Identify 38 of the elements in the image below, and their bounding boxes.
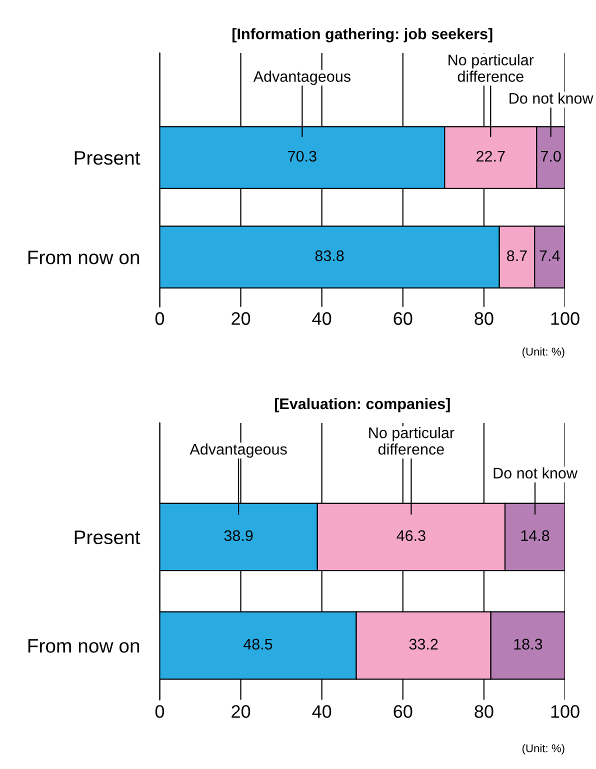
data-label: 83.8 bbox=[315, 250, 344, 262]
text: No particular difference bbox=[369, 426, 454, 455]
data-label: 48.5 bbox=[243, 638, 272, 650]
y-tick-label: From now on bbox=[28, 250, 140, 264]
x-tick-label: 80 bbox=[474, 312, 494, 325]
chart-title: [Information gathering: job seekers] bbox=[232, 28, 492, 42]
data-label: 7.4 bbox=[540, 250, 560, 262]
chart-title: [Evaluation: companies] bbox=[274, 398, 450, 412]
x-tick-label: 0 bbox=[155, 705, 164, 718]
x-tick-label: 40 bbox=[312, 705, 332, 718]
x-tick-label: 20 bbox=[232, 312, 250, 325]
x-tick-label: 100 bbox=[551, 705, 580, 718]
data-label: 7.0 bbox=[540, 150, 561, 162]
y-tick-label: Present bbox=[74, 530, 140, 544]
x-tick-label: 40 bbox=[312, 312, 332, 325]
text: Advantageous bbox=[190, 443, 287, 458]
data-label: 8.7 bbox=[507, 250, 527, 262]
data-label: 33.2 bbox=[409, 638, 438, 650]
x-tick-label: 60 bbox=[394, 312, 412, 325]
data-label: 14.8 bbox=[521, 530, 550, 542]
data-label: 18.3 bbox=[514, 638, 542, 650]
data-label: 46.3 bbox=[396, 530, 426, 542]
data-label: 38.9 bbox=[224, 530, 253, 542]
text: No particular difference bbox=[448, 54, 534, 82]
x-tick-label: 80 bbox=[474, 705, 494, 718]
data-label: 70.3 bbox=[288, 150, 316, 162]
text: (Unit: %) bbox=[522, 744, 564, 754]
data-label: 22.7 bbox=[476, 150, 505, 162]
x-tick-label: 60 bbox=[394, 705, 412, 718]
series-label: Do not know bbox=[510, 92, 594, 104]
x-tick-label: 0 bbox=[155, 312, 164, 325]
text: (Unit: %) bbox=[522, 347, 564, 358]
y-tick-label: From now on bbox=[28, 639, 140, 653]
x-tick-label: 20 bbox=[232, 705, 250, 718]
text: Advantageous bbox=[253, 70, 350, 85]
y-tick-label: Present bbox=[74, 151, 140, 165]
series-label: Do not know bbox=[494, 467, 578, 479]
x-tick-label: 100 bbox=[551, 312, 580, 325]
